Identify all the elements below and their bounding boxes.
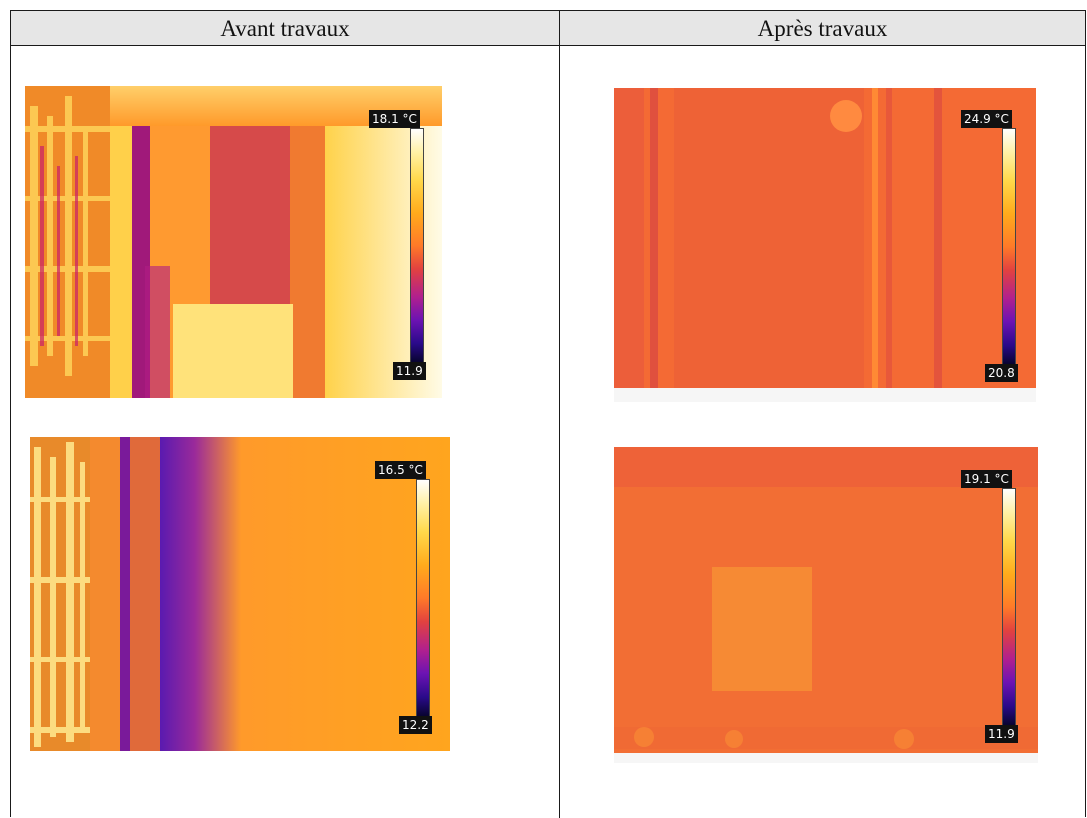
comparison-table: Avant travaux Après travaux <box>10 10 1086 818</box>
color-scale-bar <box>1002 128 1016 365</box>
thermogram-before-bottom <box>30 437 450 751</box>
thermogram-after-top <box>614 88 1036 402</box>
temp-min-label: 12.2 <box>399 716 432 734</box>
temp-min-label: 11.9 <box>985 725 1018 743</box>
table-header-row: Avant travaux Après travaux <box>11 11 1085 46</box>
color-scale-bar <box>410 128 424 363</box>
color-scale-bar <box>1002 488 1016 726</box>
temp-min-label: 20.8 <box>985 364 1018 382</box>
temp-min-label: 11.9 <box>393 362 426 380</box>
temp-max-label: 16.5 °C <box>375 461 426 479</box>
temp-max-label: 18.1 °C <box>369 110 420 128</box>
color-scale-bar <box>416 479 430 717</box>
column-divider <box>559 11 560 818</box>
header-before-works: Avant travaux <box>220 16 350 41</box>
temp-max-label: 19.1 °C <box>961 470 1012 488</box>
temp-max-label: 24.9 °C <box>961 110 1012 128</box>
thermogram-before-top <box>25 86 442 398</box>
thermogram-after-bottom <box>614 447 1038 763</box>
header-after-works: Après travaux <box>757 16 888 41</box>
